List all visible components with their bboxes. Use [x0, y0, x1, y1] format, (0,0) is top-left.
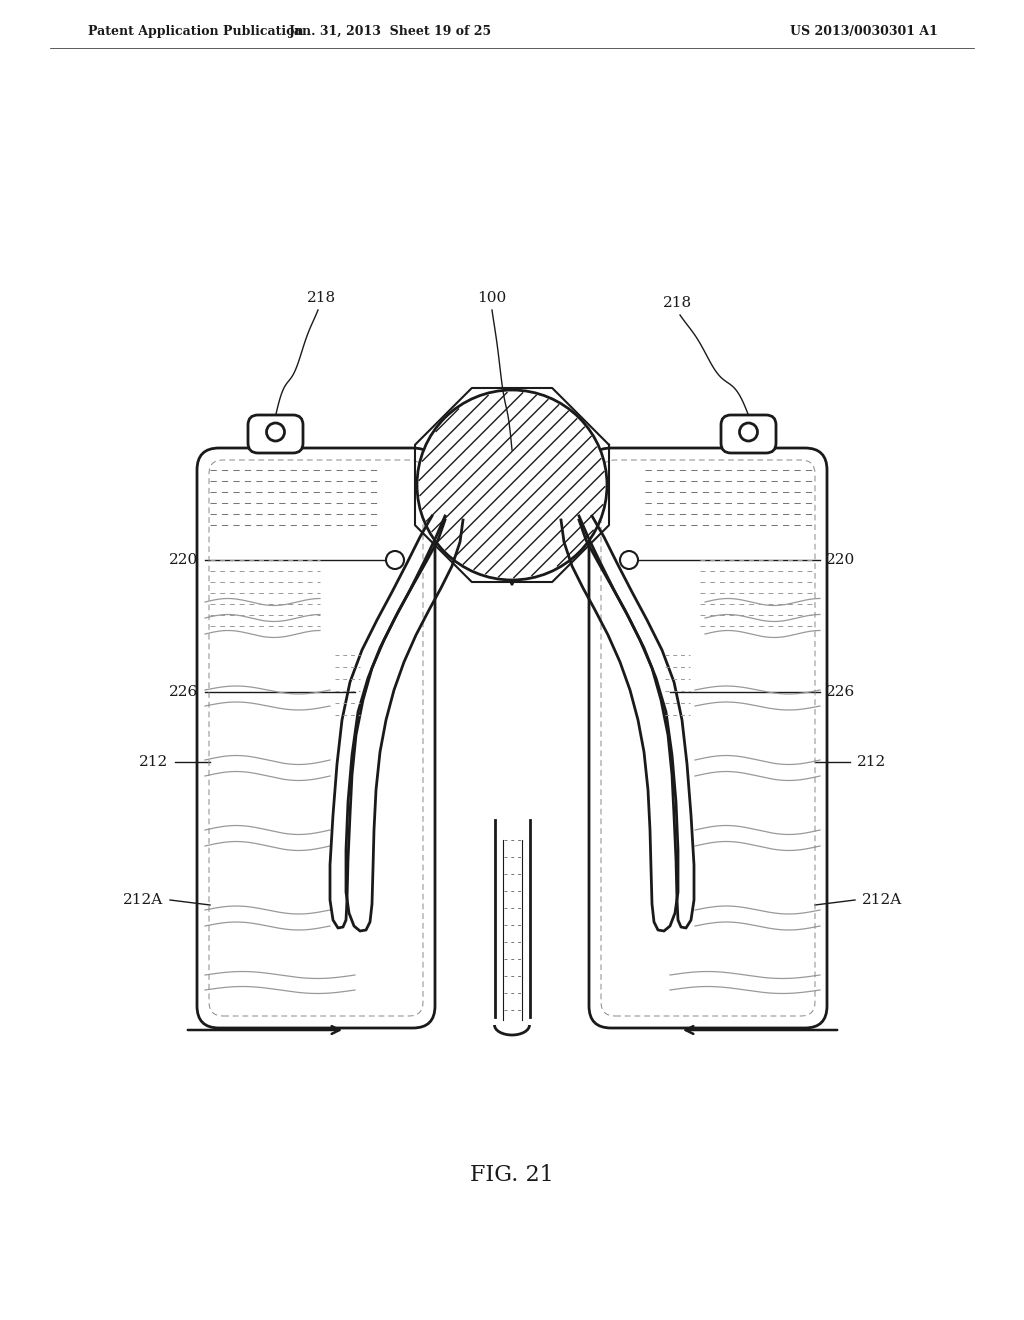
Circle shape — [386, 550, 404, 569]
Text: 218: 218 — [664, 296, 692, 310]
Text: 212: 212 — [857, 755, 886, 770]
Text: Jan. 31, 2013  Sheet 19 of 25: Jan. 31, 2013 Sheet 19 of 25 — [289, 25, 492, 38]
FancyBboxPatch shape — [721, 414, 776, 453]
Text: US 2013/0030301 A1: US 2013/0030301 A1 — [790, 25, 938, 38]
Text: 212A: 212A — [862, 894, 902, 907]
Text: 226: 226 — [826, 685, 855, 700]
Text: Patent Application Publication: Patent Application Publication — [88, 25, 303, 38]
Circle shape — [417, 389, 607, 579]
Circle shape — [739, 422, 758, 441]
Text: 218: 218 — [307, 290, 337, 305]
Text: FIG. 21: FIG. 21 — [470, 1164, 554, 1185]
FancyBboxPatch shape — [430, 447, 594, 521]
Text: 100: 100 — [477, 290, 507, 305]
Text: 220: 220 — [826, 553, 855, 568]
Text: 220: 220 — [169, 553, 198, 568]
Text: 226: 226 — [169, 685, 198, 700]
Circle shape — [266, 422, 285, 441]
Circle shape — [620, 550, 638, 569]
FancyBboxPatch shape — [589, 447, 827, 1028]
FancyBboxPatch shape — [197, 447, 435, 1028]
FancyBboxPatch shape — [248, 414, 303, 453]
Text: 212A: 212A — [123, 894, 163, 907]
Text: 212: 212 — [138, 755, 168, 770]
